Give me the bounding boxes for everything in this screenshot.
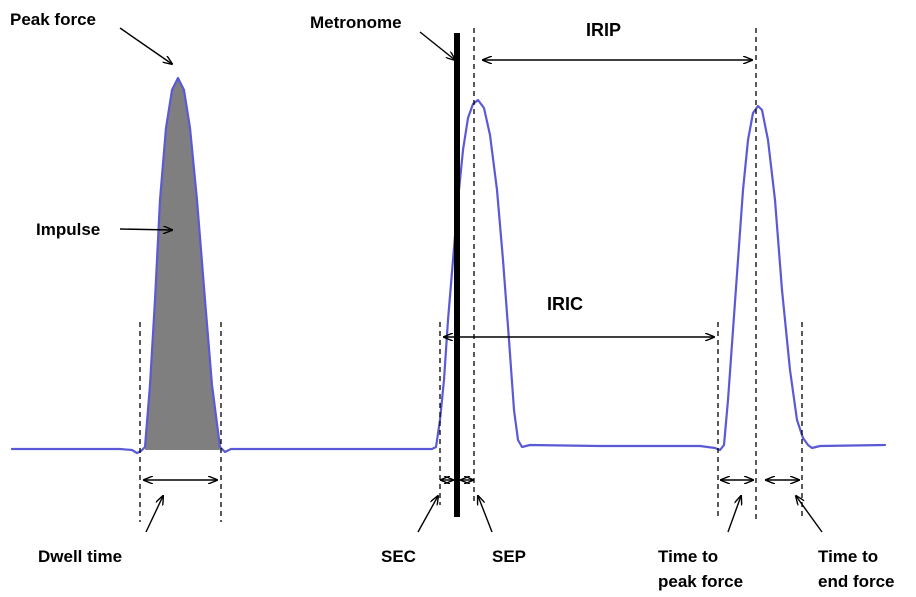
time-to-peak-pointer (727, 496, 741, 533)
peak-force-pointer (119, 27, 172, 64)
time-to-peak-force-label-line1: Time to (658, 547, 718, 566)
dwell-time-label: Dwell time (38, 547, 122, 566)
sep-pointer (478, 496, 493, 533)
dwell-time-pointer (145, 496, 163, 533)
metronome-label: Metronome (310, 13, 402, 32)
sep-label: SEP (492, 547, 526, 566)
impulse-label: Impulse (36, 220, 100, 239)
sec-label: SEC (381, 547, 416, 566)
sec-pointer (417, 496, 438, 533)
iric-label: IRIC (547, 294, 583, 314)
time-to-end-force-label-line1: Time to (818, 547, 878, 566)
time-to-end-force-label-line2: end force (818, 572, 895, 591)
peak-force-label: Peak force (10, 10, 96, 29)
impulse-pointer (119, 229, 172, 230)
force-trace (10, 76, 887, 455)
metronome-pointer (419, 31, 455, 60)
time-to-end-pointer (796, 496, 823, 533)
irip-label: IRIP (586, 20, 621, 40)
time-to-peak-force-label-line2: peak force (658, 572, 743, 591)
impulse-area (145, 78, 220, 450)
